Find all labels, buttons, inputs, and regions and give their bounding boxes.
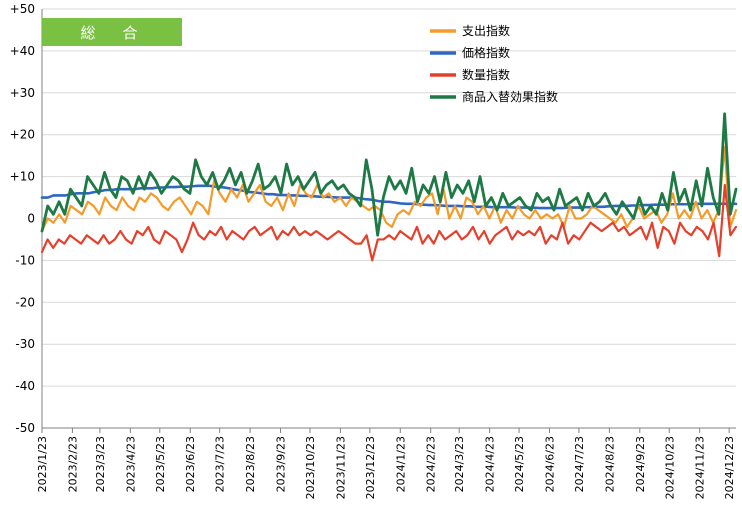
x-tick-label: 2024/8/23 [603, 436, 616, 492]
series-line-0 [40, 146, 738, 233]
x-tick-label: 2024/10/23 [663, 436, 676, 499]
x-tick-label: 2024/6/23 [543, 436, 556, 492]
y-tick-label: -20 [15, 295, 35, 309]
legend-label: 支出指数 [462, 23, 510, 38]
y-tick-label: 0 [27, 212, 35, 226]
y-tick-label: +50 [10, 2, 35, 16]
y-tick-label: +40 [10, 44, 35, 58]
x-tick-label: 2024/12/23 [723, 436, 736, 499]
x-tick-label: 2023/11/23 [334, 436, 347, 499]
x-tick-label: 2024/4/23 [484, 436, 497, 492]
x-tick-label: 2023/2/23 [66, 436, 79, 492]
series-layer [40, 112, 738, 262]
legend-label: 数量指数 [462, 67, 510, 82]
chart-badge: 総 合 [42, 18, 182, 46]
x-tick-label: 2024/3/23 [453, 436, 466, 492]
x-tick-label: 2024/1/23 [394, 436, 407, 492]
x-tick-label: 2024/2/23 [425, 436, 438, 492]
badge-background [42, 18, 182, 46]
x-tick-label: 2024/11/23 [694, 436, 707, 499]
y-tick-label: -10 [15, 253, 35, 267]
legend-label: 商品入替効果指数 [462, 89, 558, 104]
badge-label: 総 合 [80, 24, 143, 42]
series-line-2 [40, 183, 738, 262]
x-tick-label: 2023/1/23 [36, 436, 49, 492]
legend-item: 支出指数 [430, 23, 510, 38]
x-tick-label: 2023/9/23 [275, 436, 288, 492]
x-tick-label: 2024/5/23 [513, 436, 526, 492]
y-tick-label: -30 [15, 337, 35, 351]
x-tick-label: 2023/8/23 [244, 436, 257, 492]
x-tick-label: 2023/3/23 [94, 436, 107, 492]
y-tick-label: +30 [10, 86, 35, 100]
axes: +50 +40 +30 +20 +10 0 -10 -20 -30 -40 -502023/1/23… [10, 2, 736, 499]
legend-label: 価格指数 [462, 45, 510, 60]
series-line-3 [40, 112, 738, 237]
x-tick-label: 2023/12/23 [364, 436, 377, 499]
y-tick-label: -40 [15, 379, 35, 393]
legend-item: 価格指数 [430, 45, 510, 60]
series-line-1 [40, 184, 738, 210]
x-tick-label: 2023/6/23 [184, 436, 197, 492]
y-tick-label: +10 [10, 170, 35, 184]
legend-item: 数量指数 [430, 67, 510, 82]
y-tick-label: +20 [10, 128, 35, 142]
x-tick-label: 2023/5/23 [154, 436, 167, 492]
x-tick-label: 2024/7/23 [573, 436, 586, 492]
x-tick-label: 2023/10/23 [304, 436, 317, 499]
y-tick-label: -50 [15, 421, 35, 435]
x-tick-label: 2023/7/23 [214, 436, 227, 492]
legend-item: 商品入替効果指数 [430, 89, 558, 104]
x-tick-label: 2023/4/23 [124, 436, 137, 492]
x-tick-label: 2024/9/23 [634, 436, 647, 492]
